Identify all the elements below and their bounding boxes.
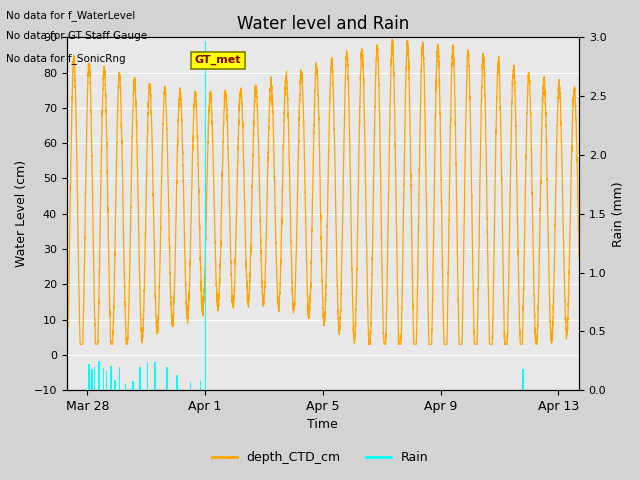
X-axis label: Time: Time <box>307 419 338 432</box>
Text: No data for f_SonicRng: No data for f_SonicRng <box>6 53 126 64</box>
Y-axis label: Rain (mm): Rain (mm) <box>612 181 625 247</box>
Y-axis label: Water Level (cm): Water Level (cm) <box>15 160 28 267</box>
Text: No data for GT Staff Gauge: No data for GT Staff Gauge <box>6 31 148 41</box>
Text: GT_met: GT_met <box>195 55 241 65</box>
Legend: depth_CTD_cm, Rain: depth_CTD_cm, Rain <box>207 446 433 469</box>
Text: No data for f_WaterLevel: No data for f_WaterLevel <box>6 10 136 21</box>
Title: Water level and Rain: Water level and Rain <box>237 15 409 33</box>
